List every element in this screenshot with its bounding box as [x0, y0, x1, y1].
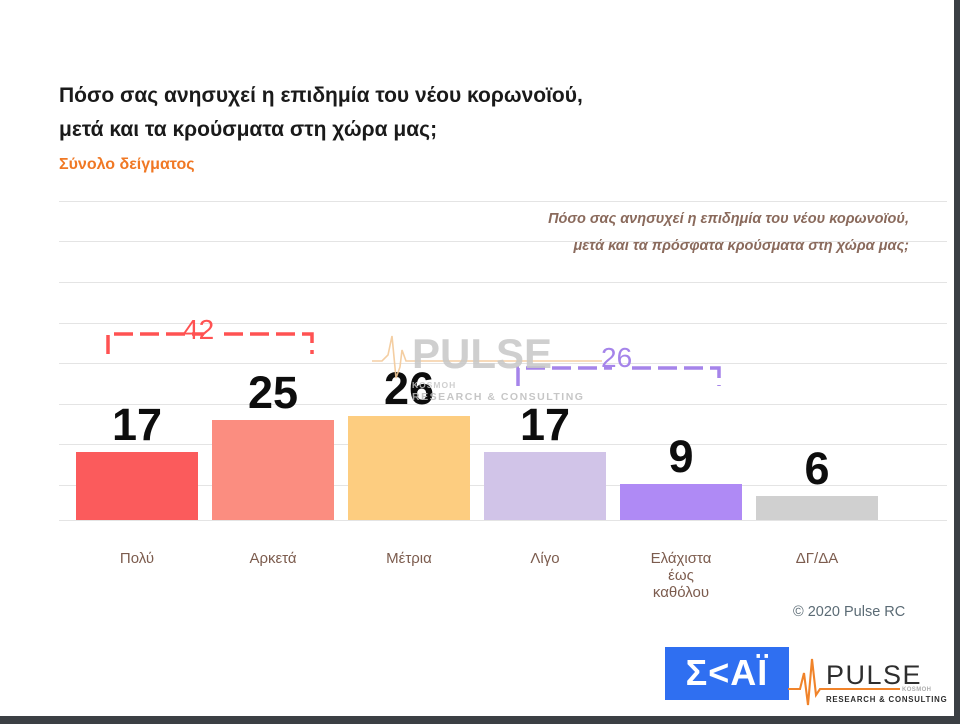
svg-text:Σ<ΑΪ: Σ<ΑΪ — [686, 652, 769, 693]
svg-text:PULSE: PULSE — [826, 660, 922, 690]
svg-text:RESEARCH & CONSULTING: RESEARCH & CONSULTING — [826, 695, 947, 704]
svg-text:RESEARCH & CONSULTING: RESEARCH & CONSULTING — [412, 391, 584, 403]
svg-text:KOSMOH: KOSMOH — [902, 687, 931, 693]
svg-text:KOSMOH: KOSMOH — [412, 380, 456, 390]
svg-text:PULSE: PULSE — [412, 330, 552, 377]
